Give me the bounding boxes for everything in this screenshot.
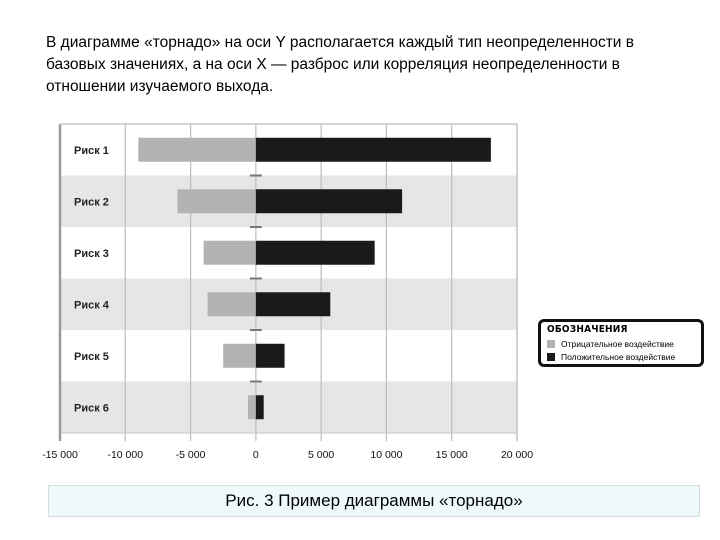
x-tick-label: 5 000 [308, 449, 334, 461]
legend: ОБОЗНАЧЕНИЯ Отрицательное воздействие По… [538, 319, 704, 367]
category-label: Риск 3 [74, 248, 109, 260]
bar-negative [203, 240, 256, 265]
caption-text: Рис. 3 Пример диаграммы «торнадо» [225, 491, 523, 510]
bar-positive [255, 137, 491, 162]
legend-label-positive: Положительное воздействие [561, 351, 676, 362]
x-tick-label: -15 000 [42, 449, 78, 461]
x-tick-label: -5 000 [176, 449, 206, 461]
legend-item-negative: Отрицательное воздействие [547, 337, 695, 350]
category-label: Риск 2 [74, 196, 109, 208]
legend-swatch-positive [547, 352, 555, 361]
category-label: Риск 1 [74, 145, 109, 157]
bar-negative [138, 137, 256, 162]
bar-negative [207, 292, 256, 317]
x-tick-label: 20 000 [501, 449, 533, 461]
bar-negative [248, 395, 256, 420]
tornado-chart: Риск 1 Риск 2 Риск 3 Риск 4 Риск 5 Риск 6 -15 … [42, 123, 533, 461]
category-label: Риск 5 [74, 351, 109, 363]
bar-positive [255, 395, 264, 420]
bar-positive [255, 343, 285, 368]
x-tick-label: -10 000 [107, 449, 143, 461]
category-label: Риск 4 [74, 299, 110, 311]
legend-swatch-negative [547, 339, 555, 348]
x-tick-label: 0 [253, 449, 259, 461]
bar-positive [255, 189, 403, 214]
row-band [60, 381, 517, 433]
x-tick-label: 10 000 [370, 449, 402, 461]
bar-negative [177, 189, 256, 214]
category-label: Риск 6 [74, 402, 109, 414]
legend-title: ОБОЗНАЧЕНИЯ [547, 324, 628, 335]
legend-label-negative: Отрицательное воздействие [561, 338, 674, 349]
figure-caption: Рис. 3 Пример диаграммы «торнадо» [48, 485, 700, 517]
legend-item-positive: Положительное воздействие [547, 350, 695, 363]
intro-text: В диаграмме «торнадо» на оси Y располага… [46, 34, 635, 95]
bar-positive [255, 240, 375, 265]
bar-positive [255, 292, 331, 317]
bar-negative [223, 343, 256, 368]
x-tick-label: 15 000 [436, 449, 468, 461]
